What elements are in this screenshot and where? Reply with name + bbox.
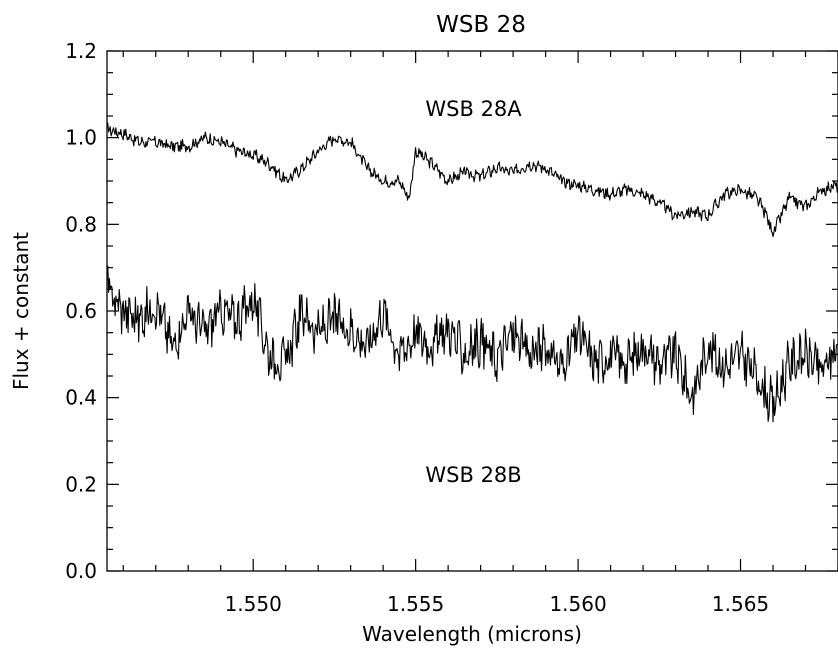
y-axis-ticks: 0.0 0.2 0.4 0.6 0.8 1.0 1.2 <box>65 39 838 583</box>
x-tick-label: 1.555 <box>387 592 444 616</box>
x-axis-title: Wavelength (microns) <box>362 622 582 646</box>
series-line-wsb-28b <box>106 265 838 423</box>
chart-title: WSB 28 <box>436 12 526 38</box>
y-tick-label: 0.2 <box>65 472 97 496</box>
y-tick-label: 0.0 <box>65 559 97 583</box>
annotation-wsb-28a: WSB 28A <box>425 97 522 121</box>
annotation-wsb-28b: WSB 28B <box>425 463 521 487</box>
y-axis-title: Flux + constant <box>9 232 33 390</box>
y-tick-label: 1.0 <box>65 126 97 150</box>
x-tick-label: 1.565 <box>712 592 769 616</box>
y-tick-label: 0.6 <box>65 299 97 323</box>
y-tick-label: 1.2 <box>65 39 97 63</box>
x-axis-ticks: 1.550 1.555 1.560 1.565 <box>122 51 838 616</box>
y-tick-label: 0.8 <box>65 212 97 236</box>
series-line-wsb-28a <box>106 122 838 238</box>
y-tick-label: 0.4 <box>65 386 97 410</box>
x-tick-label: 1.560 <box>549 592 606 616</box>
x-tick-label: 1.550 <box>225 592 282 616</box>
